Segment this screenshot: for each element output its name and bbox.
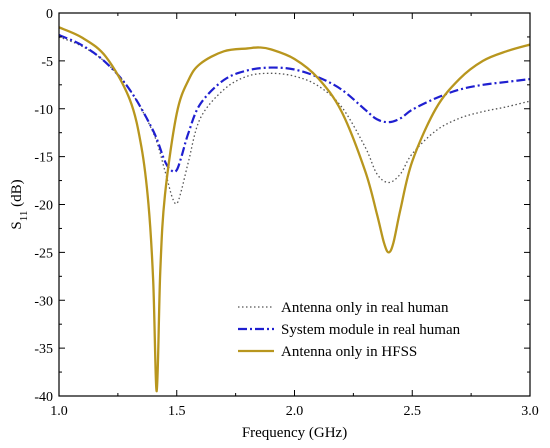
y-tick-label: -40 <box>34 390 53 405</box>
y-tick-label: -5 <box>41 55 53 70</box>
series-line-3 <box>58 26 531 393</box>
y-axis-label: S11 (dB) <box>9 179 30 229</box>
y-tick-label: -30 <box>34 294 53 309</box>
y-axis-label-unit: (dB) <box>9 179 25 210</box>
legend: Antenna only in real human System module … <box>238 300 461 360</box>
x-tick-label: 3.0 <box>521 404 539 419</box>
y-tick-label: -35 <box>34 342 53 357</box>
x-tick-label: 2.5 <box>404 404 422 419</box>
y-axis: 0 -5 -10 -15 -20 -25 -30 -35 -40 <box>34 7 530 405</box>
series-line-2 <box>58 34 531 174</box>
x-axis-label: Frequency (GHz) <box>242 425 347 441</box>
x-tick-label: 2.0 <box>286 404 304 419</box>
x-axis: 1.0 1.5 2.0 2.5 3.0 <box>50 13 539 419</box>
legend-label: Antenna only in HFSS <box>281 344 417 360</box>
y-tick-label: -10 <box>34 103 53 118</box>
plot-area <box>58 26 531 393</box>
y-axis-label-subscript: 11 <box>18 211 30 222</box>
y-tick-label: -25 <box>34 246 53 261</box>
y-tick-label: -20 <box>34 199 53 214</box>
series-line-1 <box>58 36 531 205</box>
y-axis-label-main: S <box>9 221 25 229</box>
legend-label: Antenna only in real human <box>281 300 449 316</box>
x-tick-label: 1.0 <box>50 404 68 419</box>
y-tick-label: -15 <box>34 151 53 166</box>
legend-label: System module in real human <box>281 322 461 338</box>
x-tick-label: 1.5 <box>168 404 186 419</box>
plot-frame <box>58 12 531 397</box>
y-tick-label: 0 <box>46 7 53 22</box>
